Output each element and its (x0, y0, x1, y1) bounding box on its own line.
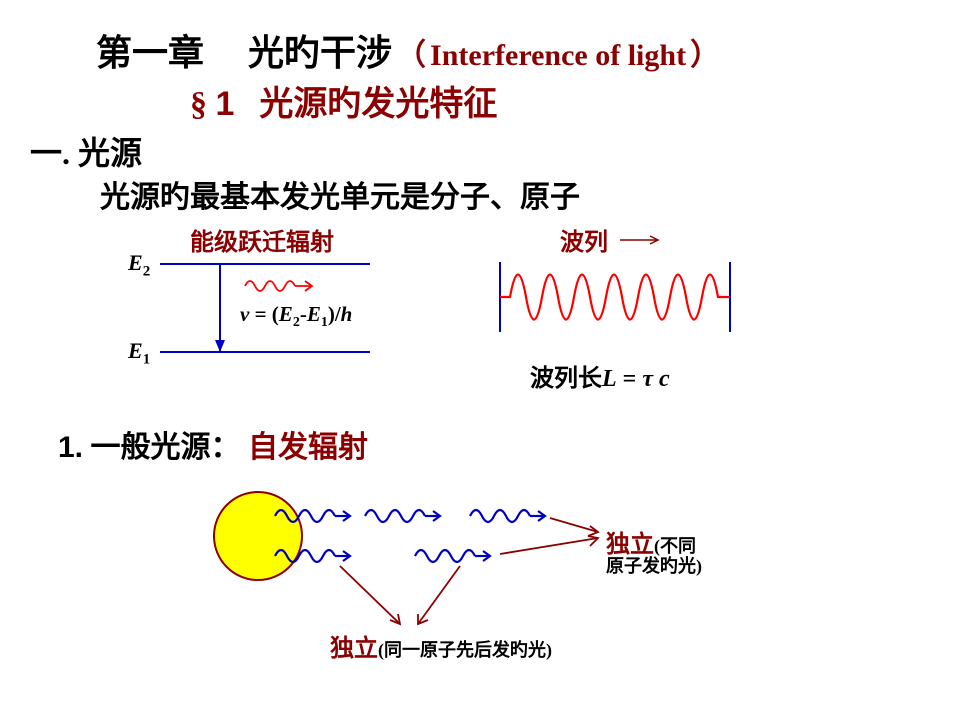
transition-formula: ν = (E2-E1)/h (240, 302, 352, 331)
sub1-label: 一. (30, 135, 70, 171)
e1-label: E1 (128, 338, 150, 368)
section-symbol: § (190, 86, 207, 123)
description-1: 光源旳最基本发光单元是分子、原子 (100, 172, 580, 216)
section-text: 光源旳发光特征 (259, 86, 497, 123)
subsection-1: 一. 光源 (30, 128, 142, 174)
chapter-zh: 第一章 (96, 33, 204, 73)
diagram1-label-left: 能级跃迁辐射 (190, 222, 334, 257)
item-1: 1. 一般光源： 自发辐射 (58, 422, 368, 466)
paren-open: （ (396, 39, 426, 72)
item1-text: 自发辐射 (248, 431, 368, 464)
topic-zh: 光旳干涉 (248, 33, 392, 73)
desc1-text: 光源旳最基本发光单元是分子、原子 (100, 181, 580, 214)
independent-label-2: 独立(同一原子先后发旳光) (330, 628, 552, 663)
wavetrain-diagram (490, 252, 750, 342)
paren-close: ） (690, 39, 720, 72)
section-title: § 1 光源旳发光特征 (190, 76, 497, 125)
item1-label: 一般光源： (91, 431, 241, 464)
e2-label: E2 (128, 250, 150, 280)
wave-arrow-icon (618, 234, 668, 246)
independent-note-1b: 原子发旳光) (606, 552, 702, 578)
topic-en: Interference of light (430, 39, 686, 72)
chapter-title: 第一章 光旳干涉 （ Interference of light ） (96, 24, 720, 76)
item1-num: 1. (58, 431, 83, 464)
sub1-text: 光源 (78, 135, 142, 171)
wavetrain-length: 波列长L = τ c (530, 358, 670, 393)
section-num: 1 (216, 85, 235, 123)
